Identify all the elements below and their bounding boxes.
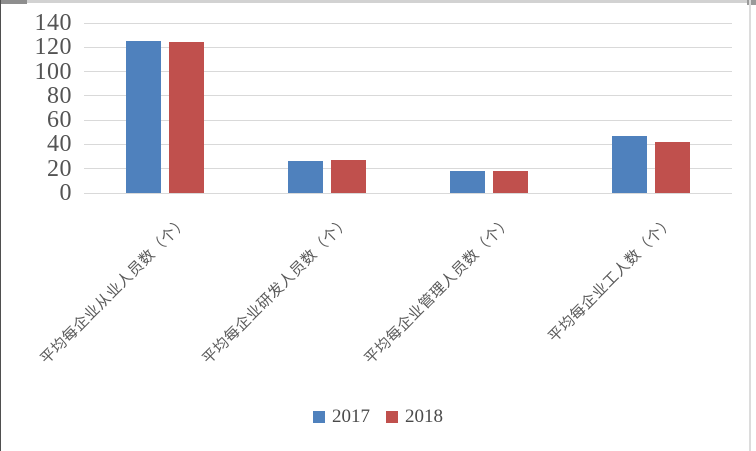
window-left-edge: [0, 0, 1, 451]
bar-2018-category-2: [493, 171, 528, 193]
window-top-edge-right: [747, 0, 756, 5]
legend-swatch-2018: [386, 411, 398, 423]
legend-swatch-2017: [313, 411, 325, 423]
y-tick-label-60: 60: [47, 107, 72, 134]
window-top-edge-left: [0, 0, 27, 4]
gridline-120: [84, 46, 732, 48]
gridline-0: [84, 192, 732, 194]
y-tick-label-120: 120: [34, 34, 72, 61]
bar-2018-category-0: [169, 42, 204, 193]
category-label-2: 平均每企业管理人员数（个）: [362, 213, 517, 368]
y-tick-label-20: 20: [47, 155, 72, 182]
legend-item-2018: 2018: [386, 406, 443, 428]
bar-2017-category-3: [612, 135, 647, 193]
category-label-0: 平均每企业从业人员数（个）: [38, 213, 193, 368]
gridline-20: [84, 168, 732, 170]
gridline-80: [84, 95, 732, 97]
bar-2017-category-2: [450, 171, 485, 193]
gridline-60: [84, 119, 732, 121]
y-tick-label-0: 0: [59, 180, 72, 206]
y-tick-label-140: 140: [34, 10, 72, 36]
bar-2017-category-0: [126, 41, 161, 193]
window-right-edge: [749, 0, 751, 451]
y-tick-label-80: 80: [47, 82, 72, 109]
bar-2018-category-3: [655, 142, 690, 193]
gridline-40: [84, 143, 732, 145]
legend: 2017 2018: [0, 404, 756, 430]
window-top-edge: [0, 0, 756, 3]
bar-2018-category-1: [331, 160, 366, 193]
y-tick-label-40: 40: [47, 131, 72, 158]
legend-label-2018: 2018: [405, 406, 443, 427]
bar-2017-category-1: [288, 161, 323, 193]
gridline-100: [84, 71, 732, 73]
legend-item-2017: 2017: [313, 406, 370, 428]
y-tick-label-100: 100: [34, 58, 72, 85]
gridline-140: [84, 22, 732, 24]
legend-label-2017: 2017: [332, 406, 370, 427]
category-label-3: 平均每企业工人数（个）: [546, 213, 679, 346]
category-label-1: 平均每企业研发人员数（个）: [200, 213, 355, 368]
